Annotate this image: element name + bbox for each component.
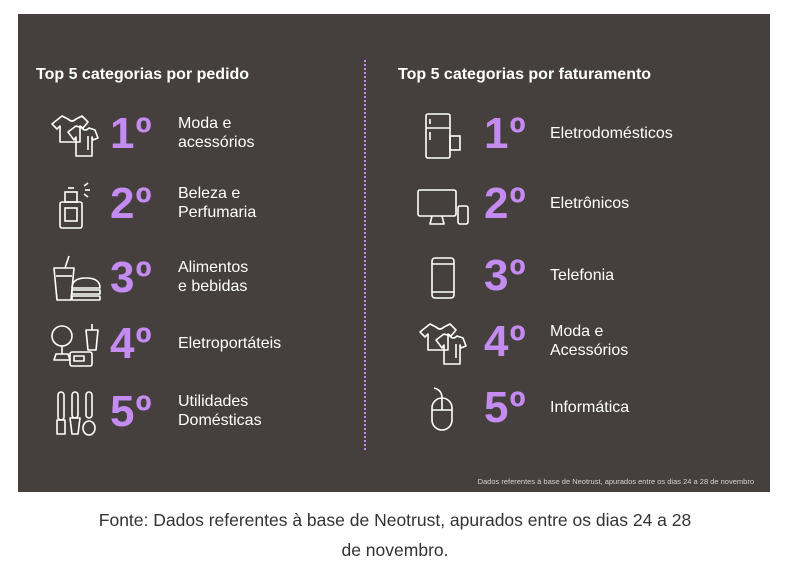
category-label: Informática	[550, 399, 630, 416]
appliances-icon	[48, 320, 102, 372]
left-rank-row-1: 1º Moda e acessórios	[48, 106, 348, 166]
rank-number: 3º	[110, 253, 153, 302]
category-label: Eletrodomésticos	[550, 125, 673, 142]
category-label: Alimentos e bebidas	[178, 259, 249, 295]
rank-number: 1º	[484, 109, 527, 158]
category-label: Eletroportáteis	[178, 335, 282, 352]
category-label: Eletrônicos	[550, 195, 630, 212]
clothes-icon	[416, 318, 470, 370]
mouse-icon	[416, 384, 470, 436]
category-label: Utilidades Domésticas	[178, 393, 262, 429]
left-rank-row-3: 3º Alimentos e bebidas	[48, 250, 348, 310]
rank-number: 4º	[484, 317, 527, 366]
phone-icon	[416, 252, 470, 304]
rank-number: 3º	[484, 251, 527, 300]
column-divider	[364, 60, 366, 450]
right-rank-row-3: 3º Telefonia	[416, 248, 756, 308]
rank-number: 5º	[484, 383, 527, 432]
category-label: Moda e Acessórios	[550, 323, 629, 359]
source-note: Dados referentes à base de Neotrust, apu…	[477, 477, 754, 486]
right-rank-row-2: 2º Eletrônicos	[416, 176, 756, 236]
figure-caption: Fonte: Dados referentes à base de Neotru…	[98, 510, 692, 560]
perfume-icon	[48, 180, 102, 232]
right-column-title: Top 5 categorias por faturamento	[398, 66, 652, 83]
rank-number: 5º	[110, 387, 153, 436]
category-label: Moda e acessórios	[178, 115, 255, 151]
right-rank-row-1: 1º Eletrodomésticos	[416, 106, 756, 166]
left-rank-row-2: 2º Beleza e Perfumaria	[48, 176, 348, 236]
left-column-title: Top 5 categorias por pedido	[36, 66, 250, 83]
category-label: Beleza e Perfumaria	[178, 185, 257, 221]
right-rank-row-4: 4º Moda e Acessórios	[416, 314, 756, 374]
monitor-icon	[416, 180, 470, 232]
fridge-icon	[416, 110, 470, 162]
left-rank-row-5: 5º Utilidades Domésticas	[48, 384, 348, 444]
rank-number: 1º	[110, 109, 153, 158]
rank-number: 2º	[484, 179, 527, 228]
utensils-icon	[48, 388, 102, 440]
rank-number: 2º	[110, 179, 153, 228]
clothes-icon	[48, 110, 102, 162]
left-rank-row-4: 4º Eletroportáteis	[48, 316, 348, 376]
infographic-panel: Top 5 categorias por pedido Top 5 catego…	[18, 14, 770, 492]
right-rank-row-5: 5º Informática	[416, 380, 756, 440]
rank-number: 4º	[110, 319, 153, 368]
category-label: Telefonia	[550, 267, 615, 284]
food-icon	[48, 254, 102, 306]
